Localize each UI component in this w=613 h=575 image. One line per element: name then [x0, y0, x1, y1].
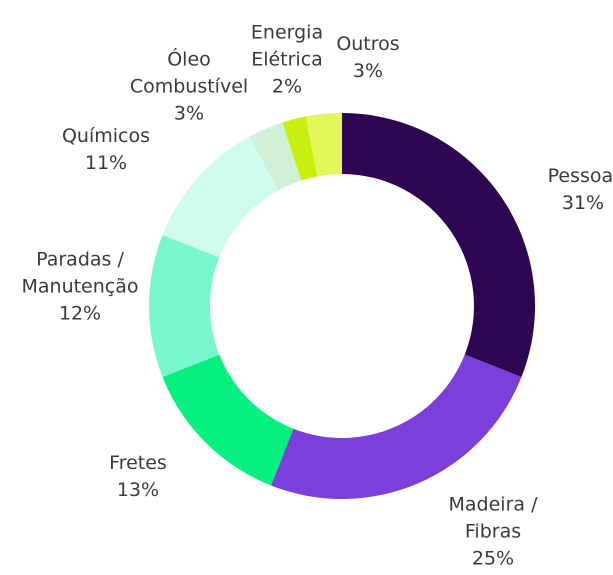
slice — [162, 354, 294, 486]
slice-label: Óleo Combustível 3% — [130, 47, 248, 128]
value-label: 11% — [84, 152, 128, 174]
value-label: 13% — [116, 479, 160, 501]
value-label: 12% — [58, 302, 102, 325]
value-label: 3% — [352, 60, 384, 82]
slice-label: Energia Elétrica 2% — [251, 20, 323, 101]
slice — [342, 113, 535, 378]
category-label: Químicos — [61, 125, 151, 147]
category-label: Fretes — [109, 452, 167, 474]
slice — [270, 354, 522, 499]
slice-label: Madeira / Fibras 25% — [449, 492, 538, 573]
category-label: Madeira / Fibras — [448, 493, 538, 543]
category-label: Paradas / Manutenção — [21, 248, 139, 298]
category-label: Pessoal — [547, 165, 613, 187]
slice-label: Paradas / Manutenção 12% — [21, 247, 138, 328]
category-label: Óleo Combustível — [129, 48, 249, 98]
value-label: 25% — [471, 547, 515, 570]
slice — [305, 113, 342, 177]
slice — [249, 122, 302, 191]
value-label: 31% — [561, 192, 605, 214]
slice-label: Fretes 13% — [109, 450, 167, 504]
slice-label: Químicos 11% — [62, 123, 150, 177]
value-label: 2% — [271, 75, 303, 98]
slice — [162, 136, 279, 258]
category-label: Outros — [336, 33, 400, 55]
slice — [282, 116, 318, 181]
slice-label: Outros 3% — [336, 31, 399, 85]
slice — [149, 234, 220, 378]
category-label: Energia Elétrica — [250, 21, 324, 71]
value-label: 3% — [173, 102, 205, 125]
slice-label: Pessoal 31% — [548, 163, 613, 217]
